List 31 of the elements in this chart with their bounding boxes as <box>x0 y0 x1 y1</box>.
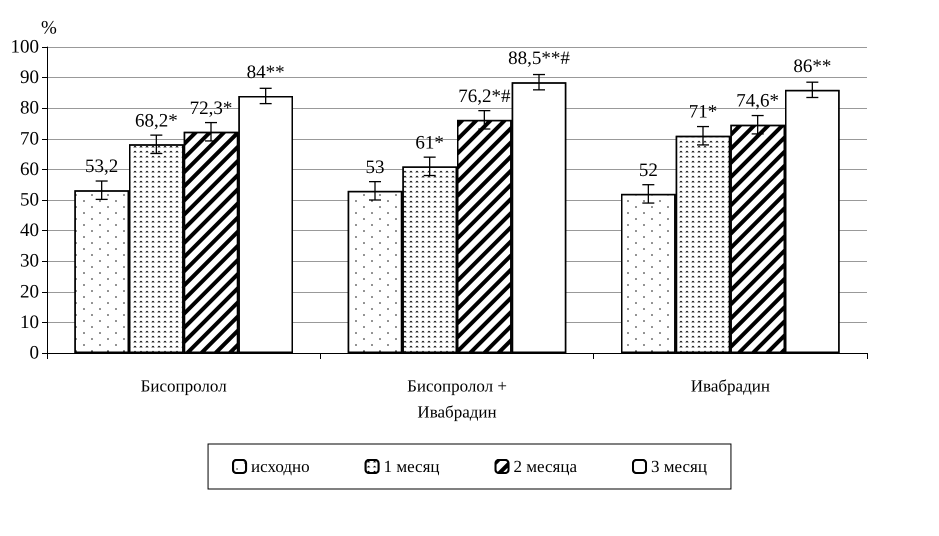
data-label: 84** <box>246 62 285 83</box>
legend-label: 2 месяца <box>514 457 578 476</box>
y-tick-label: 100 <box>10 36 39 58</box>
y-tick-label: 70 <box>20 128 39 150</box>
y-tick-label: 10 <box>20 312 39 333</box>
data-label: 53 <box>366 156 384 178</box>
y-axis-title: % <box>41 18 57 39</box>
data-label: 86** <box>793 56 832 77</box>
y-tick-label: 60 <box>20 158 39 180</box>
y-tick-label: 0 <box>30 342 39 364</box>
y-tick-label: 50 <box>20 190 39 210</box>
legend-label: 3 месяц <box>651 457 707 476</box>
data-label: 72,3* <box>190 98 232 119</box>
y-tick-label: 90 <box>20 67 39 88</box>
y-tick-label: 40 <box>20 220 39 242</box>
x-tick-label: Бисопролол <box>140 376 228 396</box>
x-tick-label: Ивабрадин <box>690 376 770 396</box>
data-label: 68,2* <box>134 110 178 132</box>
y-tick-label: 20 <box>20 281 39 302</box>
legend-label: 1 месяц <box>384 457 440 476</box>
y-tick-label: 30 <box>20 250 39 272</box>
data-label: 53,2 <box>85 156 118 178</box>
data-label: 88,5**# <box>508 48 570 70</box>
data-label: 76,2*# <box>458 86 511 107</box>
data-label: 52 <box>638 160 658 181</box>
data-label: 61* <box>415 132 444 154</box>
data-label: 71* <box>688 102 718 123</box>
data-label: 74,6* <box>736 90 780 112</box>
legend-label: исходно <box>251 457 310 476</box>
y-tick-label: 80 <box>20 98 39 119</box>
x-tick-label: Бисопролол + Ивабрадин <box>407 376 507 422</box>
